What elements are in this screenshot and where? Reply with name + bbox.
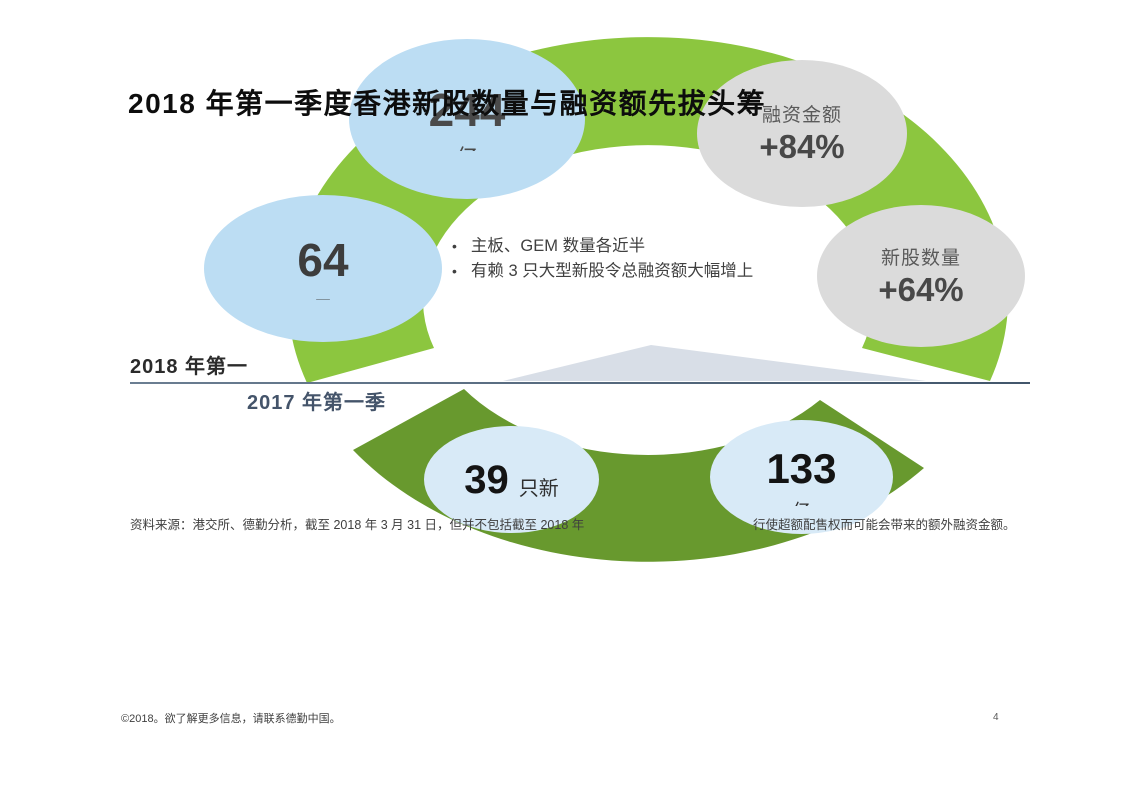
bubble-funds-2018: 244 亿	[349, 39, 585, 199]
slide-title: 2018 年第一季度香港新股数量与融资额先拔头筹	[128, 88, 767, 119]
bubble-deals-2017: 39 只新	[424, 426, 599, 533]
source-note-right: 行使超额配售权而可能会带来的额外融资金额。	[753, 518, 1016, 532]
deals-2018-value: 64	[297, 234, 349, 286]
commentary-bullet-list: • 主板、GEM 数量各近半 • 有赖 3 只大型新股令总融资额大幅增上	[452, 234, 753, 284]
source-note-left: 资料来源：港交所、德勤分析，截至 2018 年 3 月 31 日，但并不包括截至…	[130, 518, 585, 532]
funds-2018-value: 244	[428, 84, 506, 136]
balance-triangle-icon	[503, 345, 926, 381]
deals-2017-unit: 只新	[518, 478, 559, 500]
copyright-note: ©2018。欲了解更多信息，请联系德勤中国。	[121, 713, 341, 725]
bullet-dot-icon: •	[452, 238, 457, 254]
bubble-funds-change: 融资金额 +84%	[697, 60, 907, 207]
funds-2017-unit-clipped-glyph: 亿	[793, 497, 811, 506]
deals-2017-value: 39	[464, 457, 509, 502]
bullet-dot-icon: •	[452, 263, 457, 279]
page-number: 4	[993, 712, 999, 723]
deals-change-label: 新股数量	[880, 247, 961, 269]
deals-change-value: +64%	[878, 270, 964, 308]
bullet-text: 主板、GEM 数量各近半	[470, 237, 646, 255]
period-divider-line	[130, 382, 1030, 384]
funds-2018-unit-clipped-glyph: 亿	[456, 140, 478, 151]
period-label-2018: 2018 年第一	[130, 356, 249, 378]
bullet-item: • 有赖 3 只大型新股令总融资额大幅增上	[452, 259, 753, 284]
bullet-text: 有赖 3 只大型新股令总融资额大幅增上	[470, 262, 754, 280]
bubble-deals-2018: 64 只	[204, 195, 442, 342]
deals-2018-unit-clipped-glyph: 只	[313, 292, 333, 300]
funds-change-value: +84%	[759, 128, 845, 166]
bullet-item: • 主板、GEM 数量各近半	[452, 234, 753, 259]
period-label-2017: 2017 年第一季	[247, 392, 387, 414]
bubble-deals-change: 新股数量 +64%	[817, 205, 1025, 347]
funds-2017-value: 133	[766, 445, 837, 492]
bubble-funds-2017: 133 亿	[710, 420, 893, 534]
funds-change-label: 融资金额	[761, 105, 842, 127]
